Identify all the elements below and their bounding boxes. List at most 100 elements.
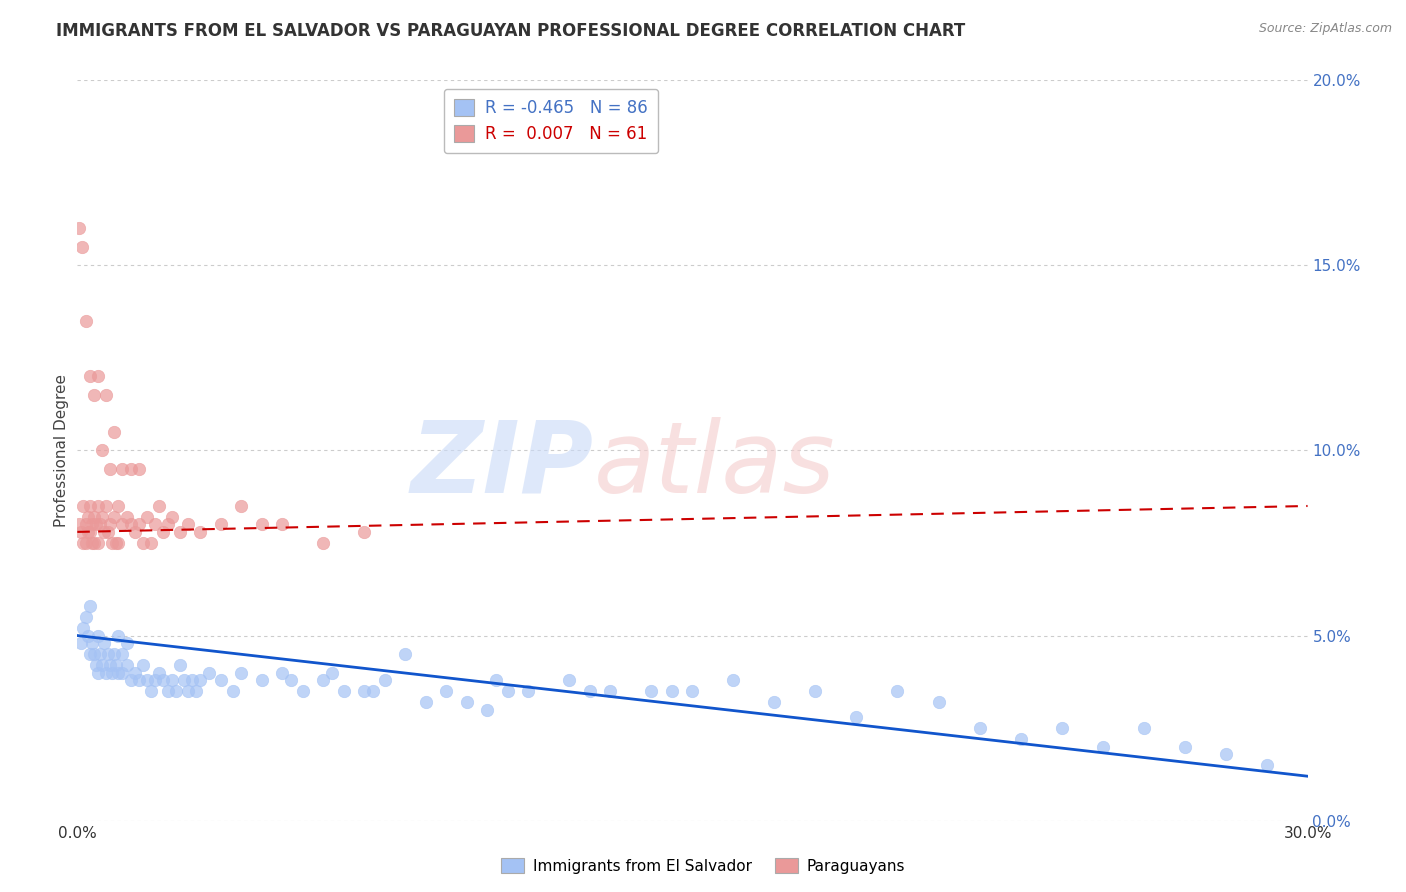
Point (90, 443, 114, 458)
Point (103, 510, 125, 524)
Point (160, 510, 183, 524)
Point (80, 636, 103, 650)
Point (280, 673, 302, 687)
Point (186, 684, 208, 698)
Point (72, 621, 94, 635)
Point (79, 524, 101, 539)
Point (94, 665, 117, 680)
Point (84, 517, 107, 532)
Point (132, 536, 155, 550)
Point (83, 388, 105, 402)
Point (148, 665, 170, 680)
Point (136, 510, 159, 524)
Point (107, 499, 129, 513)
Point (111, 517, 134, 532)
Point (152, 673, 174, 687)
Point (111, 647, 134, 661)
Point (143, 673, 166, 687)
Point (886, 684, 908, 698)
Point (94, 499, 117, 513)
Point (845, 710, 868, 724)
Point (250, 673, 273, 687)
Point (682, 684, 704, 698)
Point (75, 517, 97, 532)
Point (76, 510, 98, 524)
Point (197, 665, 219, 680)
Point (188, 673, 212, 687)
Y-axis label: Professional Degree: Professional Degree (53, 374, 69, 527)
Point (101, 536, 124, 550)
Point (107, 665, 129, 680)
Point (558, 673, 581, 687)
Point (496, 684, 519, 698)
Point (107, 628, 129, 642)
Point (87, 499, 110, 513)
Point (93, 636, 115, 650)
Point (72, 536, 94, 550)
Point (67, 221, 90, 235)
Point (1215, 747, 1237, 761)
Point (111, 665, 134, 680)
Point (763, 695, 786, 709)
Point (120, 462, 142, 476)
Text: ZIP: ZIP (411, 417, 595, 514)
Point (1256, 758, 1278, 772)
Point (222, 684, 245, 698)
Point (79, 599, 101, 613)
Legend: R = -0.465   N = 86, R =  0.007   N = 61: R = -0.465 N = 86, R = 0.007 N = 61 (444, 88, 658, 153)
Point (128, 462, 150, 476)
Text: atlas: atlas (595, 417, 835, 514)
Point (115, 636, 138, 650)
Point (165, 684, 187, 698)
Point (436, 684, 458, 698)
Point (87, 536, 110, 550)
Point (103, 647, 125, 661)
Point (156, 517, 179, 532)
Point (90, 658, 114, 673)
Point (394, 647, 416, 661)
Point (599, 684, 621, 698)
Text: IMMIGRANTS FROM EL SALVADOR VS PARAGUAYAN PROFESSIONAL DEGREE CORRELATION CHART: IMMIGRANTS FROM EL SALVADOR VS PARAGUAYA… (56, 22, 966, 40)
Point (188, 524, 212, 539)
Point (132, 658, 155, 673)
Point (97, 524, 120, 539)
Point (136, 673, 159, 687)
Point (517, 684, 540, 698)
Point (84, 658, 107, 673)
Point (148, 499, 170, 513)
Point (1091, 739, 1114, 754)
Point (160, 673, 183, 687)
Point (640, 684, 662, 698)
Point (209, 673, 232, 687)
Point (361, 684, 384, 698)
Point (456, 695, 478, 709)
Point (928, 695, 950, 709)
Point (79, 647, 101, 661)
Point (156, 684, 179, 698)
Point (723, 673, 745, 687)
Point (115, 658, 138, 673)
Point (374, 673, 396, 687)
Point (177, 684, 200, 698)
Point (94, 388, 117, 402)
Point (209, 517, 232, 532)
Legend: Immigrants from El Salvador, Paraguayans: Immigrants from El Salvador, Paraguayans (495, 852, 911, 880)
Point (98, 658, 121, 673)
Point (72, 499, 94, 513)
Point (312, 536, 335, 550)
Point (83, 647, 105, 661)
Point (107, 536, 129, 550)
Point (120, 673, 142, 687)
Point (80, 517, 103, 532)
Point (76, 524, 98, 539)
Point (120, 517, 142, 532)
Point (98, 462, 121, 476)
Point (87, 665, 110, 680)
Point (250, 517, 273, 532)
Point (79, 499, 101, 513)
Point (143, 517, 166, 532)
Point (103, 425, 125, 439)
Point (83, 510, 105, 524)
Point (76, 628, 98, 642)
Point (87, 628, 110, 642)
